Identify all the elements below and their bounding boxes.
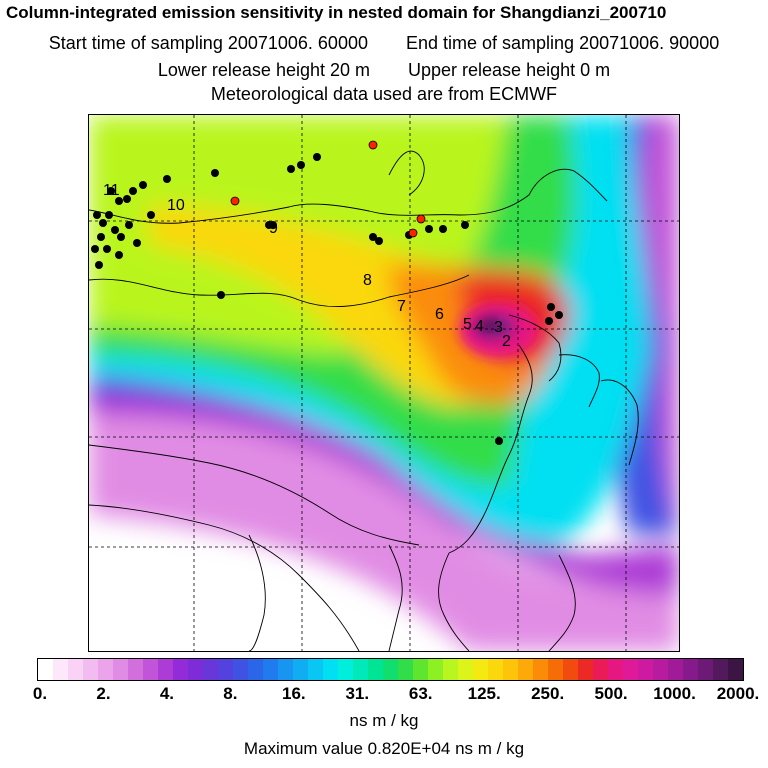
colorbar-swatch (698, 659, 713, 680)
lat-lon-grid (89, 115, 679, 651)
colorbar-swatch (113, 659, 128, 680)
colorbar-swatch (653, 659, 668, 680)
map-canvas: 11 10 9 8 7 6 5 4 3 2 (89, 115, 679, 651)
colorbar-tick-label: 500. (594, 684, 628, 703)
colorbar-tick-label: 2. (96, 684, 111, 703)
colorbar-swatch (38, 659, 53, 680)
colorbar-swatch (593, 659, 608, 680)
colorbar-swatch (503, 659, 518, 680)
colorbar-swatch (458, 659, 473, 680)
colorbar-tick-label: 16. (281, 684, 306, 703)
colorbar-swatch (548, 659, 563, 680)
maximum-value-label: Maximum value 0.820E+04 ns m / kg (243, 739, 525, 758)
colorbar-swatch (728, 659, 743, 680)
plot-title: Column-integrated emission sensitivity i… (6, 3, 667, 22)
colorbar-swatch (518, 659, 533, 680)
colorbar-tick-label: 8. (223, 684, 238, 703)
colorbar-swatch (278, 659, 293, 680)
colorbar-swatch (158, 659, 173, 680)
trajectory-labels: 11 10 9 8 7 6 5 4 3 2 (103, 182, 511, 350)
track-label-9: 9 (269, 220, 278, 237)
colorbar-swatch (683, 659, 698, 680)
colorbar-swatch (398, 659, 413, 680)
colorbar-tick-label: 4. (159, 684, 174, 703)
observation-markers (91, 153, 563, 445)
colorbar-swatch (713, 659, 728, 680)
track-label-7: 7 (397, 298, 406, 315)
colorbar-swatch (188, 659, 203, 680)
colorbar-swatch (473, 659, 488, 680)
colorbar-swatch (233, 659, 248, 680)
colorbar-swatch (443, 659, 458, 680)
colorbar-swatch (413, 659, 428, 680)
track-label-8: 8 (363, 272, 372, 289)
colorbar-swatch (143, 659, 158, 680)
colorbar-tick-label: 250. (531, 684, 565, 703)
colorbar-swatch (323, 659, 338, 680)
colorbar-swatch (263, 659, 278, 680)
colorbar-swatch (338, 659, 353, 680)
highlight-markers (230, 140, 426, 238)
colorbar-tick-label: 1000. (653, 684, 696, 703)
colorbar-swatch (218, 659, 233, 680)
colorbar-swatch (368, 659, 383, 680)
colorbar (37, 658, 744, 681)
colorbar-swatch (563, 659, 578, 680)
colorbar-swatch (68, 659, 83, 680)
track-label-11: 11 (103, 182, 120, 199)
colorbar-tick-label: 0. (32, 684, 48, 703)
colorbar-swatch (98, 659, 113, 680)
track-label-6: 6 (435, 306, 444, 323)
sampling-time-line: Start time of sampling 20071006. 60000 En… (0, 33, 768, 54)
colorbar-swatch (128, 659, 143, 680)
colorbar-tick-label: 125. (467, 684, 501, 703)
colorbar-swatch (53, 659, 68, 680)
track-label-5: 5 (463, 316, 472, 333)
release-height-line: Lower release height 20 m Upper release h… (0, 60, 768, 81)
colorbar-swatch (248, 659, 263, 680)
colorbar-swatch (638, 659, 653, 680)
colorbar-swatch (533, 659, 548, 680)
upper-release-height-label: Upper release height 0 m (408, 60, 611, 80)
colorbar-swatch (383, 659, 398, 680)
track-label-2: 2 (502, 333, 511, 350)
colorbar-swatch (353, 659, 368, 680)
colorbar-swatch (83, 659, 98, 680)
start-time-label: Start time of sampling 20071006. 60000 (48, 33, 368, 53)
coastline-borders (89, 150, 639, 651)
colorbar-swatch (623, 659, 638, 680)
sensitivity-field: 11 10 9 8 7 6 5 4 3 2 (89, 115, 679, 651)
colorbar-swatch (203, 659, 218, 680)
colorbar-swatch (578, 659, 593, 680)
track-label-3: 3 (494, 319, 503, 336)
colorbar-swatch (428, 659, 443, 680)
colorbar-tick-label: 63. (408, 684, 433, 703)
colorbar-swatch (293, 659, 308, 680)
colorbar-tick-labels: 0. 2. 4. 8. 16. 31. 63. 125. 250. 500. 1000. 2000. (0, 684, 768, 704)
colorbar-swatch (173, 659, 188, 680)
colorbar-swatch (608, 659, 623, 680)
emission-sensitivity-map: 11 10 9 8 7 6 5 4 3 2 (88, 114, 680, 652)
lower-release-height-label: Lower release height 20 m (157, 60, 370, 80)
colorbar-swatch (308, 659, 323, 680)
met-data-label: Meteorological data used are from ECMWF (210, 84, 558, 104)
colorbar-tick-label: 2000. (716, 684, 760, 703)
track-label-4: 4 (475, 318, 484, 335)
colorbar-swatch (488, 659, 503, 680)
colorbar-swatch (668, 659, 683, 680)
colorbar-tick-label: 31. (345, 684, 370, 703)
track-label-10: 10 (167, 197, 185, 214)
end-time-label: End time of sampling 20071006. 90000 (405, 33, 720, 53)
colorbar-unit-label: ns m / kg (349, 711, 419, 730)
